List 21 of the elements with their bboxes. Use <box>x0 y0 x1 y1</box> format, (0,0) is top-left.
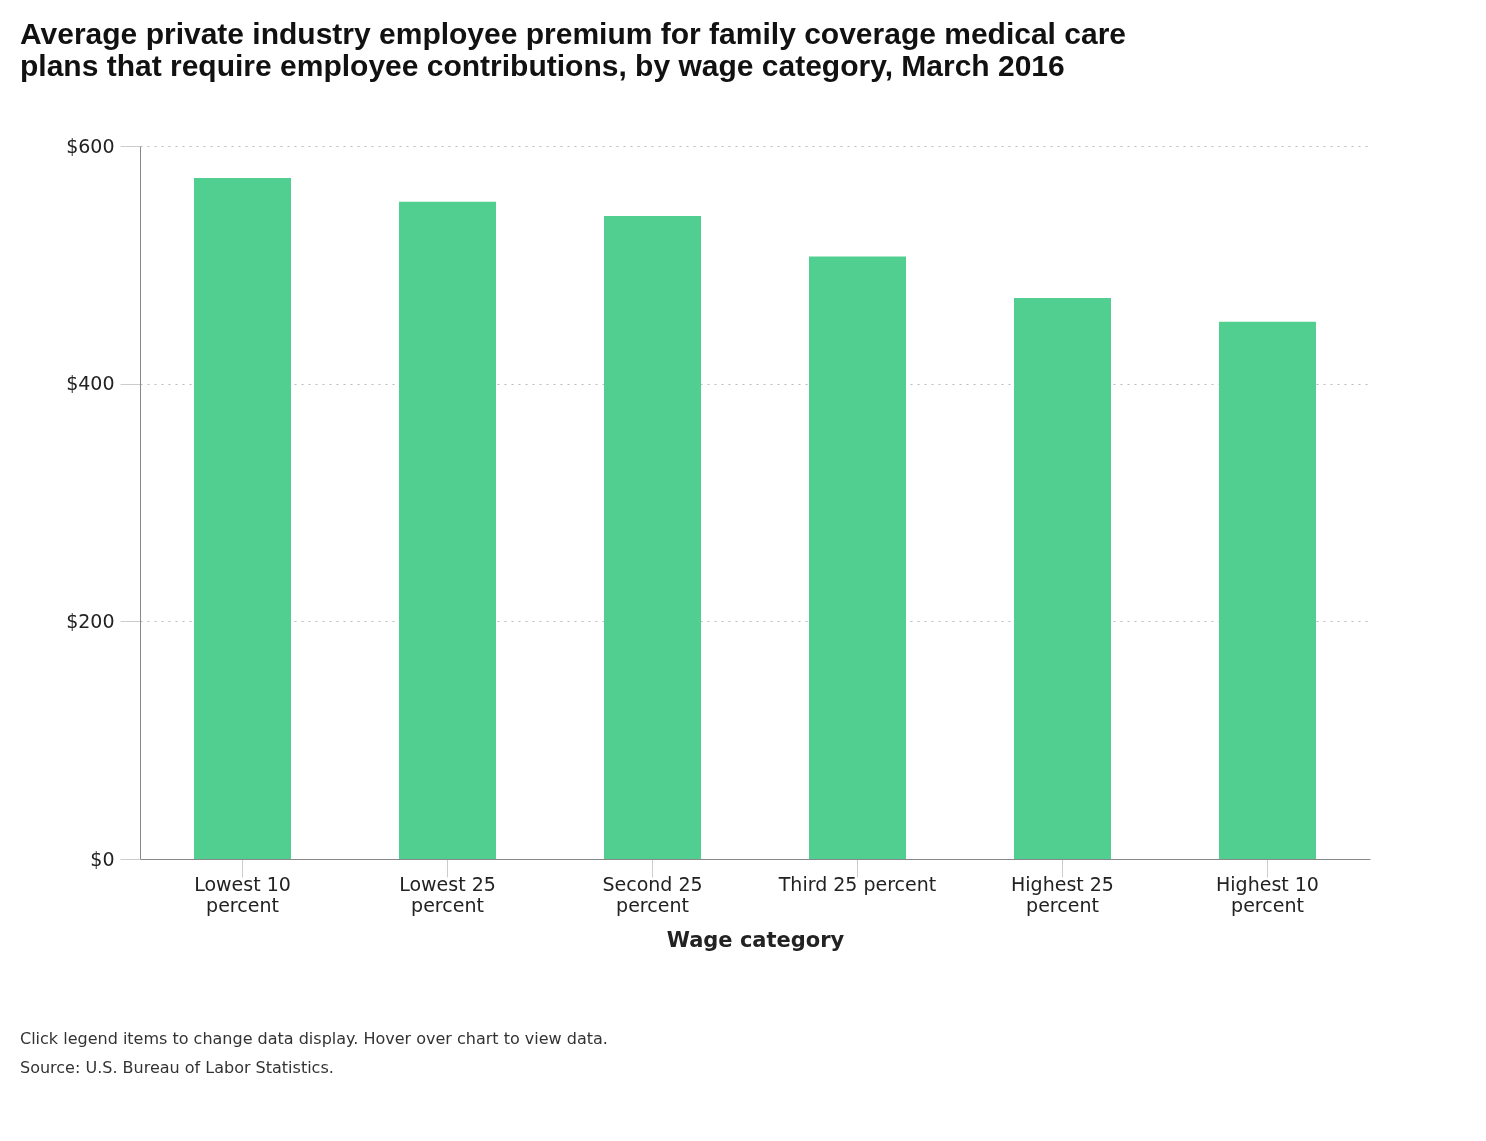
bar <box>604 216 701 859</box>
x-axis-title: Wage category <box>666 927 845 952</box>
y-tick-label: $400 <box>66 372 115 395</box>
x-tick-label: Highest 10 percent <box>1216 872 1319 916</box>
y-tick-label: $600 <box>66 134 115 157</box>
bar <box>1014 298 1111 859</box>
y-tick-label: $200 <box>66 609 115 632</box>
x-tick-label: Third 25 percent <box>777 872 937 895</box>
text: plans that require employee contributions, by wage category, March 2016 <box>20 49 1065 82</box>
text: Click legend items to change data display. Hover over chart to view data. <box>20 1029 608 1048</box>
x-tick-label: Second 25 percent <box>602 872 703 916</box>
bar <box>1219 321 1316 859</box>
text: Average private industry employee premium for family coverage medical care <box>20 17 1127 50</box>
bar <box>399 201 496 859</box>
x-tick-label: Highest 25 percent <box>1011 872 1114 916</box>
x-tick-label: Lowest 10 percent <box>194 872 291 916</box>
bar <box>809 256 906 859</box>
x-tick-label: Lowest 25 percent <box>399 872 496 916</box>
y-tick-label: $0 <box>90 847 115 870</box>
source-note: Source: U.S. Bureau of Labor Statistics. <box>20 1058 334 1077</box>
bar <box>194 178 291 859</box>
